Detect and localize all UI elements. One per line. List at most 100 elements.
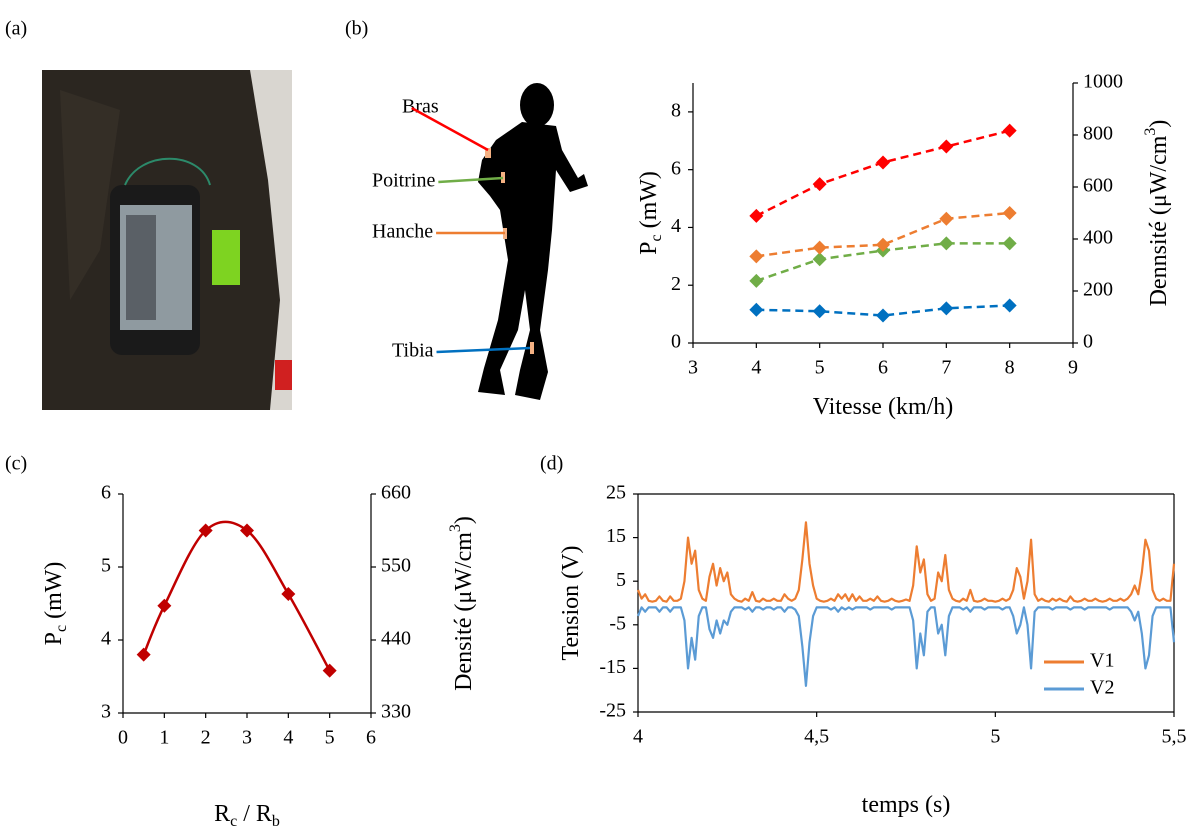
runner-silhouette (478, 83, 588, 400)
y2-tick-label: 400 (1083, 227, 1113, 249)
x-tick-label: 9 (1068, 357, 1078, 379)
x-tick-label: 8 (1005, 357, 1015, 379)
data-point (876, 155, 890, 170)
axis-label-part: P (636, 242, 662, 255)
legend-label: V1 (1090, 650, 1114, 672)
data-point (1002, 206, 1017, 220)
series-line (636, 521, 1176, 603)
x-tick-label: 6 (878, 357, 888, 379)
x-tick-label: 4 (751, 357, 761, 379)
data-point (812, 304, 827, 319)
data-point (322, 663, 337, 678)
y-tick-label: 4 (101, 628, 111, 650)
axis-label-part: (mW) (636, 171, 662, 234)
y2-tick-label: 0 (1083, 331, 1093, 353)
y-tick-label: 25 (606, 482, 626, 504)
data-point (876, 237, 890, 252)
series-line (756, 304, 1010, 317)
x-tick-label: 4 (283, 727, 293, 749)
x-tick-label: 4,5 (804, 726, 829, 748)
axis-label-part: 3 (447, 524, 464, 532)
axis-label-part: c (53, 625, 70, 632)
axis-label-part: ) (451, 516, 477, 524)
legend-leader (438, 176, 504, 184)
axis-label-part: Vitesse (km/h) (813, 394, 954, 420)
data-point (749, 249, 764, 264)
data-point (1002, 298, 1017, 313)
panel-label: (c) (5, 453, 27, 475)
y2-tick-label: 200 (1083, 279, 1113, 301)
data-point (939, 236, 954, 251)
x-tick-label: 3 (242, 727, 252, 749)
data-point (136, 647, 151, 662)
data-point (749, 302, 764, 317)
data-point (812, 177, 827, 192)
data-point (157, 598, 172, 613)
x-tick-label: 1 (159, 727, 169, 749)
axis-label-part: R (214, 801, 230, 827)
y-tick-label: 15 (606, 525, 626, 547)
y-tick-label: -15 (599, 656, 626, 678)
x-tick-label: 5,5 (1162, 726, 1187, 748)
x-tick-label: 2 (201, 727, 211, 749)
panel-label: (b) (345, 18, 368, 40)
series-line (756, 211, 1010, 258)
data-point (939, 301, 954, 316)
legend-label: V2 (1090, 677, 1114, 699)
data-point (281, 587, 296, 602)
axis-label: temps (s) (862, 792, 951, 818)
series-line (142, 520, 331, 672)
axis-label-part: 3 (1142, 128, 1159, 136)
y-tick-label: -5 (609, 612, 626, 634)
data-point (749, 273, 764, 288)
y2-tick-label: 660 (381, 482, 411, 504)
axis-label-part: c (230, 813, 237, 830)
legend-label: Tibia (392, 340, 434, 362)
legend-label: Bras (402, 96, 439, 118)
y-tick-label: 5 (616, 569, 626, 591)
axis-label-part: / R (237, 801, 272, 827)
y2-tick-label: 550 (381, 555, 411, 577)
y-tick-label: 0 (671, 331, 681, 353)
data-point (240, 523, 254, 538)
legend-leader (411, 106, 489, 152)
data-point (876, 308, 890, 323)
y-tick-label: 8 (671, 99, 681, 121)
axis-label: Densité (μW/cm3) (447, 516, 477, 691)
x-tick-label: 7 (941, 357, 951, 379)
panel-label: (d) (540, 453, 563, 475)
axis-label-part: P (41, 632, 67, 645)
y-tick-label: 6 (671, 157, 681, 179)
axis-label: Tension (V) (558, 546, 584, 661)
axis-label: Pc (mW) (41, 562, 70, 646)
axis-label-part: Densité (μW/cm (451, 532, 477, 691)
data-point (198, 523, 213, 538)
axis-label-part: b (272, 813, 280, 830)
panel-label: (a) (5, 18, 27, 40)
data-point (1002, 236, 1017, 251)
y-tick-label: 6 (101, 482, 111, 504)
photo (42, 70, 292, 410)
axis-label: Rc / Rb (214, 801, 280, 830)
axis-label-part: Tension (V) (558, 546, 584, 661)
data-point (1002, 123, 1017, 138)
x-tick-label: 5 (815, 357, 825, 379)
legend-label: Hanche (372, 221, 433, 243)
y-tick-label: 3 (101, 701, 111, 723)
x-tick-label: 4 (633, 726, 643, 748)
series-line (755, 129, 1010, 218)
x-tick-label: 0 (118, 727, 128, 749)
y-tick-label: -25 (599, 700, 626, 722)
data-point (749, 208, 764, 223)
x-tick-label: 5 (325, 727, 335, 749)
y2-tick-label: 1000 (1083, 71, 1123, 93)
axis-label-part: Dennsité (μW/cm (1146, 135, 1172, 306)
axis-label-part: ) (1146, 120, 1172, 128)
axis-label: Vitesse (km/h) (813, 394, 954, 420)
data-point (939, 139, 954, 154)
data-point (812, 252, 827, 267)
axis-label: Dennsité (μW/cm3) (1142, 120, 1172, 307)
axis-label-part: temps (s) (862, 792, 951, 818)
x-tick-label: 6 (366, 727, 376, 749)
